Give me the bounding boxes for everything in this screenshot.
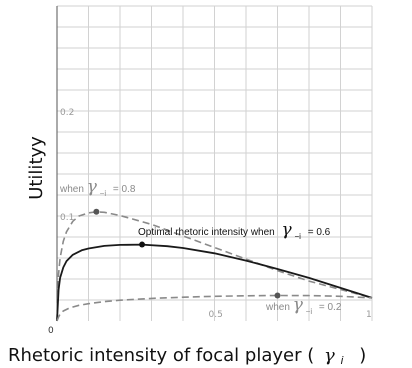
series-marker-2 <box>139 241 146 248</box>
y-tick-label: 0.1 <box>60 213 74 223</box>
x-tick-label: 0 <box>48 326 54 336</box>
annotation-low: when γ −i = 0.2 <box>265 295 342 317</box>
tick-labels: 0 0.5 1 0.2 0.1 <box>48 108 372 336</box>
y-tick-label: 0.2 <box>60 108 74 118</box>
annotation-optimal: Optimal rhetoric intensity when γ −i = 0… <box>138 220 331 242</box>
x-tick-label: 1 <box>366 310 372 320</box>
series-line-2 <box>56 243 373 322</box>
y-axis-title: Utilityy <box>26 136 47 200</box>
annotation-high: when γ −i = 0.8 <box>59 177 136 199</box>
series-layer <box>56 208 373 322</box>
grid-lines <box>57 5 373 321</box>
series-line-1 <box>56 211 373 322</box>
x-axis-title: Rhetoric intensity of focal player ( γ i… <box>8 345 366 368</box>
x-tick-label: 0.5 <box>209 310 223 320</box>
series-marker-3 <box>274 292 281 299</box>
series-marker-1 <box>93 208 100 215</box>
series-line-3 <box>56 294 373 322</box>
